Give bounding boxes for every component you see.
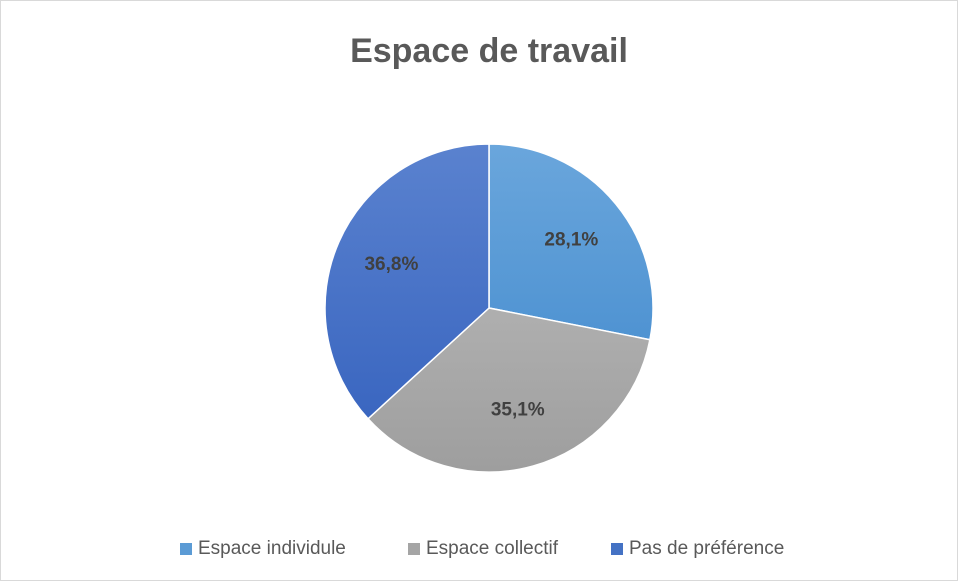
legend-swatch xyxy=(408,543,420,555)
legend-label: Espace individule xyxy=(198,538,346,559)
value-label: 35,1% xyxy=(491,400,545,421)
value-label: 36,8% xyxy=(364,254,418,275)
value-label: 28,1% xyxy=(544,229,598,250)
legend-label: Espace collectif xyxy=(426,538,559,559)
pie-slice xyxy=(488,143,654,341)
legend-label: Pas de préférence xyxy=(629,538,784,559)
legend-swatch xyxy=(180,543,192,555)
legend-swatch xyxy=(611,543,623,555)
pie-slice xyxy=(366,307,651,473)
pie-slice xyxy=(324,143,490,420)
chart-title: Espace de travail xyxy=(350,32,628,70)
